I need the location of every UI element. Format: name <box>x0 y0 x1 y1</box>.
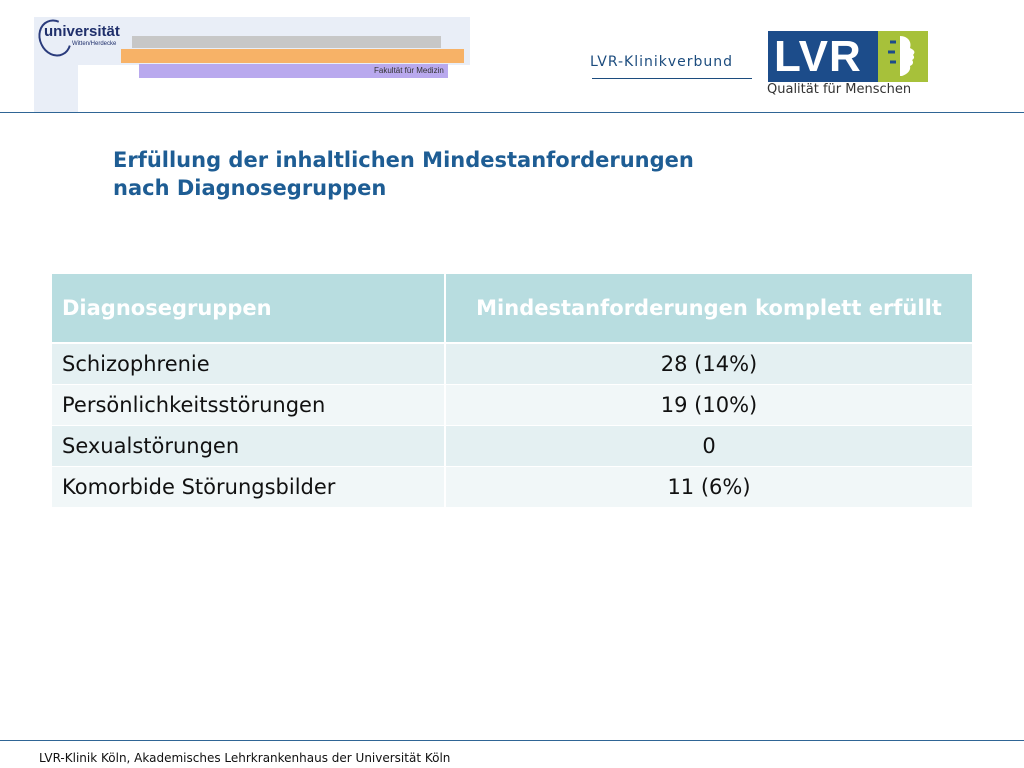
table-row: Persönlichkeitsstörungen 19 (10%) <box>52 385 972 426</box>
lvr-verbund-label: LVR-Klinikverbund <box>590 54 734 70</box>
table-row: Komorbide Störungsbilder 11 (6%) <box>52 467 972 508</box>
cell-diagnosis-group: Schizophrenie <box>52 344 444 385</box>
cell-requirements-met: 28 (14%) <box>444 344 972 385</box>
cell-diagnosis-group: Komorbide Störungsbilder <box>52 467 444 508</box>
uw-logo-bar-orange <box>121 49 464 63</box>
table-row: Sexualstörungen 0 <box>52 426 972 467</box>
cell-diagnosis-group: Persönlichkeitsstörungen <box>52 385 444 426</box>
header-divider <box>0 112 1024 113</box>
cell-requirements-met: 19 (10%) <box>444 385 972 426</box>
footer-divider <box>0 740 1024 741</box>
column-header-requirements-met: Mindestanforderungen komplett erfüllt <box>444 274 972 344</box>
uw-logo-subline: Witten/Herdecke <box>72 41 117 47</box>
table-header-row: Diagnosegruppen Mindestanforderungen kom… <box>52 274 972 344</box>
diagnosis-table: Diagnosegruppen Mindestanforderungen kom… <box>52 274 972 508</box>
uw-logo-bar-violet <box>139 64 448 78</box>
lvr-verbund-underline <box>592 78 752 79</box>
cell-requirements-met: 0 <box>444 426 972 467</box>
uw-logo-wordmark: universität <box>44 23 120 40</box>
slide-title-line-1: Erfüllung der inhaltlichen Mindestanford… <box>113 148 694 172</box>
table-row: Schizophrenie 28 (14%) <box>52 344 972 385</box>
uw-logo-backdrop-tab <box>34 65 78 112</box>
cell-requirements-met: 11 (6%) <box>444 467 972 508</box>
slide-title-line-2: nach Diagnosegruppen <box>113 176 387 200</box>
slide-title: Erfüllung der inhaltlichen Mindestanford… <box>113 146 873 202</box>
footer-text: LVR-Klinik Köln, Akademisches Lehrkranke… <box>39 751 451 765</box>
lvr-logo-letters: LVR <box>774 32 862 81</box>
lvr-logo-mark: LVR <box>768 31 928 82</box>
cell-diagnosis-group: Sexualstörungen <box>52 426 444 467</box>
uw-logo-faculty: Fakultät für Medizin <box>374 66 444 75</box>
lvr-face-profile-icon <box>888 36 915 76</box>
uw-logo-bar-grey <box>132 36 441 48</box>
column-header-diagnosis-group: Diagnosegruppen <box>52 274 444 344</box>
lvr-tagline: Qualität für Menschen <box>767 82 912 97</box>
uw-logo: universität Witten/Herdecke Fakultät für… <box>32 14 470 112</box>
